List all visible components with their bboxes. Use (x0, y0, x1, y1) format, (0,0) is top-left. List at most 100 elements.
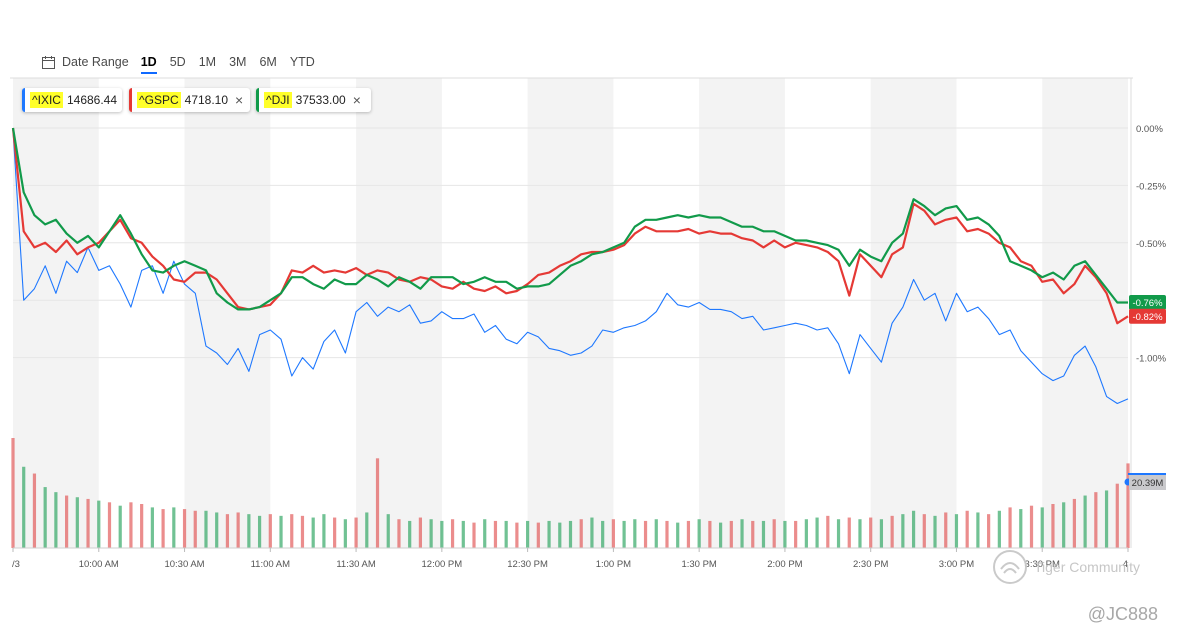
y-tick-label: -0.25% (1136, 181, 1167, 192)
watermark-text: Tiger Community (1034, 559, 1141, 575)
volume-bar (204, 510, 208, 548)
volume-bar (440, 520, 444, 548)
series-lines (11, 127, 1129, 405)
volume-bar (1051, 504, 1055, 548)
volume-bar (1040, 507, 1044, 548)
x-tick-label: 11:00 AM (251, 559, 291, 570)
volume-bar (215, 512, 219, 548)
chip-gspc[interactable]: ^GSPC 4718.10 × (129, 88, 250, 112)
x-tick-label: 12:30 PM (507, 559, 548, 570)
x-tick-label: 2:00 PM (767, 559, 802, 570)
volume-bar (32, 473, 37, 548)
y-tick-label: 0.00% (1136, 124, 1163, 135)
badge-dji: -0.76% (1132, 298, 1163, 309)
volume-bar (547, 520, 551, 548)
range-ytd[interactable]: YTD (289, 55, 315, 69)
chip-dji[interactable]: ^DJI 37533.00 × (256, 88, 371, 112)
close-icon[interactable]: × (235, 92, 244, 108)
volume-bar (354, 517, 358, 548)
chip-color-bar (256, 88, 259, 112)
volume-bar (858, 519, 862, 548)
volume-badge-bg (1129, 475, 1166, 490)
y-tick-label: -0.50% (1136, 239, 1167, 250)
badge-gspc-bg (1129, 308, 1166, 324)
chip-symbol: ^IXIC (30, 92, 63, 108)
badge-gspc: -0.82% (1132, 312, 1163, 323)
volume-bar (579, 519, 583, 548)
volume-bar (408, 520, 412, 548)
volume-bar (322, 514, 326, 548)
volume-bar (954, 514, 959, 548)
volume-bar (429, 519, 433, 548)
volume-bar (965, 510, 969, 548)
volume-bar (611, 519, 615, 548)
volume-bar (140, 504, 144, 548)
volume-bar (622, 520, 626, 548)
series-line-ixic (12, 130, 1129, 405)
volume-bar (279, 515, 283, 548)
watermark: Tiger Community (992, 549, 1140, 585)
volume-bar (172, 507, 176, 548)
volume-bar (1062, 502, 1066, 548)
volume-bar (890, 515, 894, 548)
volume-bar (772, 519, 776, 548)
volume-bar (397, 519, 401, 548)
volume-bar (1029, 505, 1034, 548)
volume-bar (804, 519, 808, 548)
chip-value: 37533.00 (295, 93, 346, 107)
range-5d[interactable]: 5D (169, 55, 186, 69)
volume-bar (1083, 495, 1087, 548)
volume-bar (118, 505, 122, 548)
volume-bar (794, 520, 798, 548)
close-icon[interactable]: × (352, 92, 361, 108)
volume-bar (365, 512, 369, 548)
range-6m[interactable]: 6M (259, 55, 277, 69)
volume-bar (783, 520, 787, 548)
volume-bar (1072, 498, 1076, 548)
chip-color-bar (129, 88, 132, 112)
session-bands (13, 78, 1128, 548)
volume-bar (836, 519, 841, 548)
last-value-badges: -0.76% -0.82% 20.39M (1124, 294, 1166, 490)
volume-bar (182, 509, 187, 548)
volume-bar (311, 517, 315, 548)
y-tick-label: -1.00% (1136, 354, 1167, 365)
volume-bar (568, 520, 573, 548)
x-tick-label: 10:30 AM (164, 559, 204, 570)
session-band (1042, 78, 1128, 548)
volume-bar (879, 519, 884, 548)
series-line-dji (11, 127, 1128, 311)
volume-bar (472, 522, 476, 548)
x-tick-label: 2:30 PM (853, 559, 888, 570)
chip-color-bar (22, 88, 25, 112)
volume-bar (107, 502, 112, 548)
volume-bar (375, 458, 380, 548)
volume-bar (343, 519, 347, 548)
series-line-gspc (11, 127, 1129, 325)
volume-bar (450, 519, 455, 548)
volume-bar (1115, 483, 1119, 548)
volume-bar (193, 510, 197, 548)
volume-bar (11, 438, 15, 548)
range-1d[interactable]: 1D (140, 55, 157, 74)
grid-lines (10, 77, 1133, 548)
date-range-button[interactable]: Date Range (42, 55, 129, 69)
volume-bar (686, 520, 691, 548)
x-tick-label: 3:00 PM (939, 559, 974, 570)
volume-bar (483, 519, 487, 548)
volume-bars (11, 438, 1130, 548)
volume-bar (22, 466, 26, 548)
range-3m[interactable]: 3M (229, 55, 247, 69)
volume-bar (847, 517, 851, 548)
chip-symbol: ^DJI (264, 92, 292, 108)
x-tick-label: 1:00 PM (596, 559, 631, 570)
volume-bar (515, 522, 519, 548)
range-selector: Date Range 1D 5D 1M 3M 6M YTD (42, 52, 328, 74)
date-range-label: Date Range (62, 55, 129, 69)
range-1m[interactable]: 1M (198, 55, 217, 69)
volume-bar (911, 510, 916, 548)
volume-bar (751, 520, 755, 548)
volume-bar (333, 517, 337, 548)
session-band (870, 78, 957, 548)
chip-ixic[interactable]: ^IXIC 14686.44 (22, 88, 122, 112)
